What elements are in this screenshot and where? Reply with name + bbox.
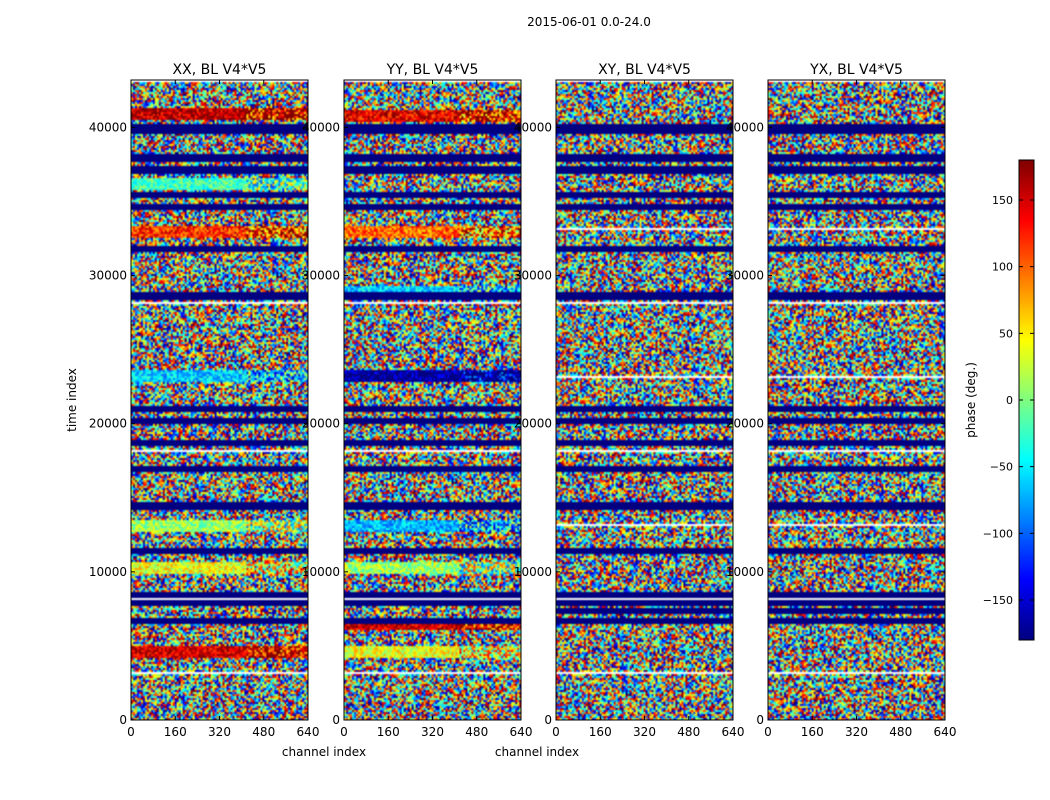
y-tick-label: 40000 bbox=[726, 120, 764, 134]
y-tick-label: 10000 bbox=[89, 565, 127, 579]
colorbar-label: phase (deg.) bbox=[964, 362, 978, 438]
x-tick-label: 0 bbox=[127, 725, 135, 739]
colorbar-gradient bbox=[1019, 160, 1034, 640]
x-axis-label: channel index bbox=[495, 745, 579, 759]
x-tick-label: 640 bbox=[510, 725, 533, 739]
y-tick-label: 10000 bbox=[726, 565, 764, 579]
panel-title: XY, BL V4*V5 bbox=[598, 62, 691, 78]
panels: XX, BL V4*V5 0 160 320 480 640 0 10000 20000 3000… bbox=[65, 62, 956, 759]
y-tick-label: 0 bbox=[332, 713, 340, 727]
x-tick-label: 320 bbox=[845, 725, 868, 739]
heatmap-image bbox=[344, 80, 521, 720]
x-tick-label: 160 bbox=[164, 725, 187, 739]
colorbar-tick-label: 0 bbox=[1006, 394, 1013, 407]
x-tick-label: 640 bbox=[722, 725, 745, 739]
panel-title: XX, BL V4*V5 bbox=[173, 62, 267, 78]
heatmap-image bbox=[768, 80, 945, 720]
heatmap-image bbox=[556, 80, 733, 720]
y-tick-label: 10000 bbox=[514, 565, 552, 579]
x-tick-label: 160 bbox=[801, 725, 824, 739]
x-tick-label: 320 bbox=[208, 725, 231, 739]
panel-4: YX, BL V4*V5 0 160 320 480 640 0 10000 20000 3000… bbox=[726, 62, 957, 739]
colorbar-tick-label: 100 bbox=[992, 261, 1013, 274]
colorbar-tick-label: 50 bbox=[999, 327, 1013, 340]
y-tick-label: 0 bbox=[544, 713, 552, 727]
panel-3: XY, BL V4*V5 0 160 320 480 640 0 10000 20000 3000… bbox=[514, 62, 745, 739]
panel-title: YX, BL V4*V5 bbox=[809, 62, 903, 78]
y-tick-label: 20000 bbox=[89, 417, 127, 431]
heatmap-image bbox=[131, 80, 308, 720]
y-tick-label: 20000 bbox=[514, 417, 552, 431]
y-tick-label: 20000 bbox=[726, 417, 764, 431]
y-tick-label: 40000 bbox=[89, 120, 127, 134]
y-tick-label: 30000 bbox=[514, 269, 552, 283]
colorbar-tick-label: −50 bbox=[990, 461, 1013, 474]
x-tick-label: 160 bbox=[589, 725, 612, 739]
figure-suptitle: 2015-06-01 0.0-24.0 bbox=[527, 15, 651, 29]
x-tick-label: 0 bbox=[552, 725, 560, 739]
y-tick-label: 30000 bbox=[726, 269, 764, 283]
y-tick-label: 0 bbox=[756, 713, 764, 727]
y-axis-label: time index bbox=[65, 368, 79, 432]
x-axis-label: channel index bbox=[282, 745, 366, 759]
x-tick-label: 320 bbox=[633, 725, 656, 739]
x-tick-label: 480 bbox=[889, 725, 912, 739]
panel-2: YY, BL V4*V5 0 160 320 480 640 0 10000 20000 3000… bbox=[302, 62, 579, 759]
x-tick-label: 480 bbox=[677, 725, 700, 739]
y-tick-label: 20000 bbox=[302, 417, 340, 431]
y-tick-label: 10000 bbox=[302, 565, 340, 579]
x-tick-label: 160 bbox=[377, 725, 400, 739]
colorbar-tick-label: −150 bbox=[983, 594, 1013, 607]
panel-1: XX, BL V4*V5 0 160 320 480 640 0 10000 20000 3000… bbox=[65, 62, 366, 759]
x-tick-label: 480 bbox=[252, 725, 275, 739]
y-tick-label: 0 bbox=[119, 713, 127, 727]
x-tick-label: 320 bbox=[421, 725, 444, 739]
y-tick-label: 40000 bbox=[514, 120, 552, 134]
colorbar: −150 −100 −50 0 50 100 150 phase (deg.) bbox=[964, 159, 1035, 641]
y-tick-label: 30000 bbox=[302, 269, 340, 283]
x-tick-label: 640 bbox=[934, 725, 957, 739]
y-tick-label: 40000 bbox=[302, 120, 340, 134]
colorbar-tick-label: 150 bbox=[992, 194, 1013, 207]
y-tick-label: 30000 bbox=[89, 269, 127, 283]
x-tick-label: 640 bbox=[297, 725, 320, 739]
x-tick-label: 0 bbox=[340, 725, 348, 739]
x-tick-label: 0 bbox=[764, 725, 772, 739]
colorbar-tick-label: −100 bbox=[983, 527, 1013, 540]
x-tick-label: 480 bbox=[465, 725, 488, 739]
panel-title: YY, BL V4*V5 bbox=[386, 62, 479, 78]
